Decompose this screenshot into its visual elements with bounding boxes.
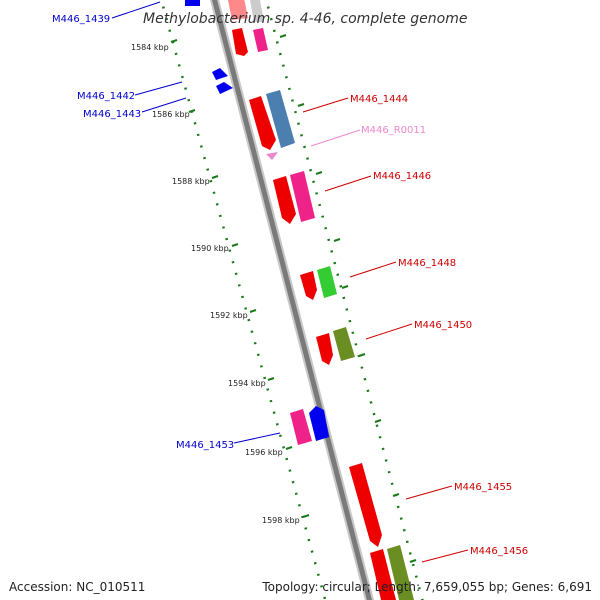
tick-mark (170, 39, 178, 43)
tick-mark (409, 559, 417, 563)
tick-mark (188, 109, 196, 113)
gene-label: M446_1453 (176, 440, 234, 451)
gene-label: M446_1456 (470, 546, 528, 557)
gene-feature (273, 176, 296, 224)
gene-feature (333, 327, 355, 361)
gene-feature (212, 68, 228, 80)
genome-summary-text: Topology: circular; Length: 7,659,055 bp… (262, 580, 592, 594)
tick-mark (211, 175, 219, 179)
tick-mark (285, 446, 293, 450)
tick-marks (170, 34, 417, 563)
callout-line (405, 485, 453, 500)
accession-text: Accession: NC_010511 (9, 580, 146, 594)
strand-guides (160, 0, 424, 600)
callout-line (310, 129, 361, 147)
tick-mark (231, 243, 239, 247)
tick-label: 1592 kbp (210, 311, 248, 320)
tick-mark (267, 377, 275, 381)
gene-feature (300, 271, 317, 300)
callout-line (302, 97, 349, 113)
forward-strand-guide (265, 0, 424, 600)
gene-feature (317, 266, 337, 298)
gene-feature (309, 406, 329, 441)
callout-line (324, 175, 372, 192)
tick-label: 1594 kbp (228, 379, 266, 388)
gene-label: M446_1446 (373, 171, 431, 182)
tick-mark (333, 238, 341, 242)
gene-label: M446_1442 (77, 91, 135, 102)
gene-feature (228, 0, 248, 20)
gene-label: M446_1444 (350, 94, 408, 105)
genome-backbone (209, 0, 375, 600)
gene-feature (266, 152, 278, 160)
gene-features (185, 0, 414, 600)
tick-label: 1596 kbp (245, 448, 283, 457)
tick-mark (249, 309, 257, 313)
gene-feature (253, 28, 268, 52)
callout-line (365, 323, 413, 340)
gene-label: M446_1443 (83, 109, 141, 120)
gene-feature (370, 549, 396, 600)
callout-line (233, 432, 281, 444)
tick-labels: 1584 kbp 1586 kbp 1588 kbp 1590 kbp 1592… (131, 43, 300, 525)
gene-label: M446_1448 (398, 258, 456, 269)
tick-label: 1598 kbp (262, 516, 300, 525)
callout-line (421, 549, 469, 563)
gene-feature (216, 82, 233, 94)
tick-mark (302, 514, 310, 518)
gene-labels: M446_1439 M446_1442 M446_1443 M446_1444 … (52, 14, 528, 557)
tick-mark (392, 493, 400, 497)
map-title: Methylobacterium sp. 4-46, complete geno… (143, 11, 467, 27)
tick-label: 1590 kbp (191, 244, 229, 253)
tick-mark (315, 171, 323, 175)
gene-feature (316, 333, 333, 365)
gene-feature (290, 409, 312, 445)
gene-feature (249, 96, 276, 150)
tick-mark (374, 419, 382, 423)
gene-feature (349, 463, 382, 547)
gene-feature (232, 28, 248, 56)
callout-line (349, 261, 397, 278)
tick-mark (279, 34, 287, 38)
tick-mark (297, 103, 305, 107)
callout-line (134, 81, 183, 96)
gene-feature (266, 90, 295, 148)
gene-label: M446_1455 (454, 482, 512, 493)
tick-mark (358, 353, 366, 357)
gene-feature (290, 171, 315, 222)
tick-mark (341, 285, 349, 289)
gene-feature (185, 0, 200, 6)
tick-label: 1588 kbp (172, 177, 210, 186)
gene-label: M446_1439 (52, 14, 110, 25)
tick-label: 1586 kbp (152, 110, 190, 119)
callout-lines (111, 1, 469, 563)
tick-label: 1584 kbp (131, 43, 169, 52)
reverse-strand-guide (160, 0, 327, 600)
gene-label: M446_1450 (414, 320, 472, 331)
gene-feature (250, 0, 264, 22)
gene-feature (387, 545, 414, 600)
callout-line (111, 1, 161, 19)
gene-label: M446_R0011 (361, 125, 426, 136)
callout-line (141, 97, 187, 113)
